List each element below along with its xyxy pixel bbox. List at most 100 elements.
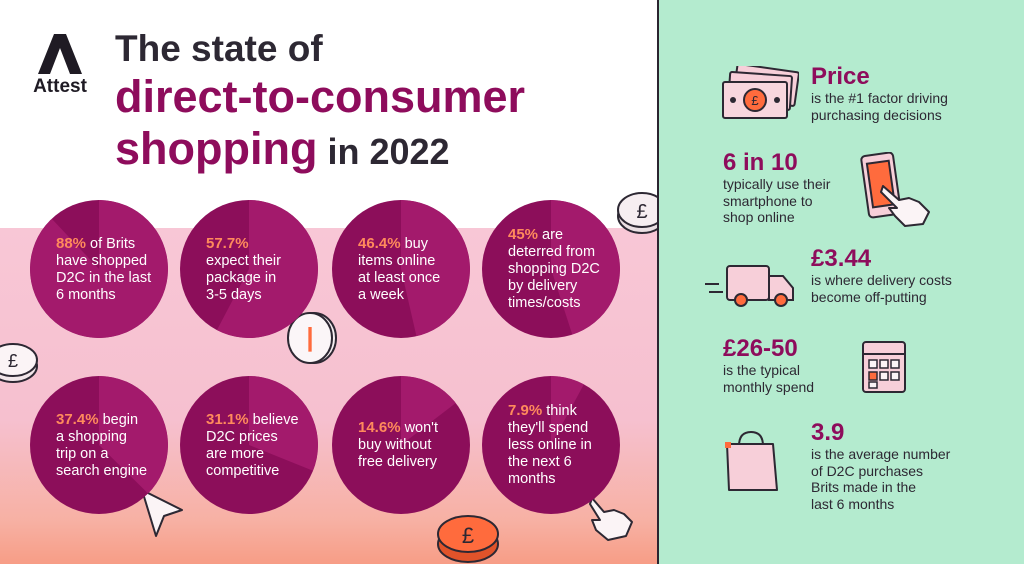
- fact-item: 6 in 10 typically use their smartphone to s…: [723, 150, 830, 226]
- title-year: in 2022: [317, 131, 450, 172]
- stat-line: free delivery: [358, 454, 437, 470]
- stat-pie-slice: [30, 200, 168, 338]
- stat-line: 6 months: [56, 286, 116, 303]
- cursor-arrow-icon: [136, 488, 188, 547]
- attest-logo: Attest: [28, 34, 92, 98]
- page-title: The state of direct-to-consumer shopping…: [115, 26, 525, 179]
- stat-text: 7.9% think they'll spend less online in the…: [482, 376, 620, 514]
- fact-line: Brits made in the: [811, 479, 917, 495]
- stat-line: 3-5 days: [206, 286, 262, 303]
- stat-pie-slice: [401, 200, 470, 337]
- stat-text: 37.4% begin a shopping trip on a search eng…: [30, 376, 168, 514]
- stat-pie-slice: [551, 200, 620, 335]
- stat-line: items online: [358, 252, 436, 269]
- stat-circle: 37.4% begin a shopping trip on a search eng…: [30, 376, 168, 514]
- stat-circle: 14.6% won't buy without free delivery: [332, 376, 470, 514]
- stat-line: a week: [358, 286, 404, 303]
- stat-line: D2C prices: [206, 428, 278, 445]
- stat-line: they'll spend: [508, 420, 589, 436]
- stat-line: months: [508, 471, 556, 487]
- stat-pie-slice: [249, 376, 318, 471]
- stat-line: times/costs: [508, 295, 581, 311]
- stat-circle: 45% are deterred from shopping D2C by deliv…: [482, 200, 620, 338]
- stat-circle: 46.4% buy items online at least once a week: [332, 200, 470, 338]
- stat-text: 57.7% expect their package in 3-5 days: [180, 200, 318, 338]
- fact-line: is where delivery costs: [811, 272, 952, 288]
- stat-first-line: 57.7%: [206, 235, 308, 253]
- stat-line: shopping D2C: [508, 261, 600, 277]
- stat-text: 46.4% buy items online at least once a week: [332, 200, 470, 338]
- stat-value: 45%: [508, 226, 539, 243]
- stat-line: have shopped: [56, 252, 148, 269]
- fact-line: purchasing decisions: [811, 106, 942, 123]
- stat-value-suffix: won't: [400, 420, 438, 436]
- fact-item: £3.44 is where delivery costs become off-p…: [811, 246, 952, 305]
- title-line-3-main: shopping: [115, 123, 318, 174]
- stat-value: 88%: [56, 234, 87, 252]
- stat-line: are more: [206, 445, 265, 462]
- stat-value-suffix: believe: [248, 411, 299, 428]
- stat-value-suffix: buy: [400, 235, 428, 252]
- banknote-symbol: £: [751, 93, 759, 108]
- title-line-1: The state of: [115, 28, 323, 69]
- left-panel: Attest The state of direct-to-consumer s…: [0, 0, 658, 564]
- stat-line: package in: [206, 269, 277, 286]
- fact-item: 3.9 is the average number of D2C purchases…: [811, 420, 950, 512]
- stat-line: by delivery: [508, 278, 578, 294]
- stat-value: 14.6%: [358, 419, 401, 436]
- stat-pie: [99, 376, 168, 494]
- right-panel: £: [659, 0, 1024, 564]
- fact-headline: £3.44: [811, 245, 872, 272]
- stat-text: 88% of Brits have shopped D2C in the last 6…: [30, 200, 168, 338]
- stat-pie-slice: [99, 376, 168, 494]
- fact-item: Price is the #1 factor driving purchasing …: [811, 64, 948, 123]
- stat-value-suffix: think: [542, 403, 577, 419]
- stat-pie-slice: [216, 200, 318, 338]
- coin-icon: £: [612, 188, 658, 241]
- fact-headline: 6 in 10: [723, 149, 798, 176]
- stat-first-line: 45% are: [508, 226, 610, 244]
- stat-value: 46.4%: [358, 234, 401, 252]
- fact-line: last 6 months: [811, 495, 895, 512]
- stat-value: 7.9%: [508, 402, 543, 419]
- stat-line: at least once: [358, 269, 441, 286]
- fact-line: monthly spend: [723, 378, 815, 395]
- stat-pie: [551, 200, 620, 335]
- stat-text: 14.6% won't buy without free delivery: [332, 376, 470, 514]
- stat-first-line: 7.9% think: [508, 402, 610, 420]
- stat-pie: [401, 200, 470, 337]
- stat-first-line: 14.6% won't: [358, 419, 460, 437]
- stat-line: a shopping: [56, 428, 127, 445]
- stat-line: competitive: [206, 462, 280, 479]
- stat-circle: 31.1% believe D2C prices are more competiti…: [180, 376, 318, 514]
- stat-pie: [551, 376, 584, 445]
- coin-edge-symbol: |: [306, 322, 313, 352]
- stat-value: 37.4%: [56, 410, 99, 428]
- fact-line: is the #1 factor driving: [811, 90, 948, 106]
- panel-divider: [657, 0, 659, 564]
- fact-headline: Price: [811, 63, 870, 90]
- stat-line: less online in: [508, 437, 592, 453]
- stat-pie: [216, 200, 318, 338]
- fact-line: of D2C purchases: [811, 462, 924, 479]
- fact-line: is the typical: [723, 362, 801, 378]
- coin-symbol: £: [8, 351, 18, 371]
- coin-icon: £: [434, 508, 502, 564]
- stat-line: D2C in the last: [56, 269, 152, 286]
- fact-line: shop online: [723, 209, 795, 225]
- stat-line: deterred from: [508, 244, 596, 260]
- stat-value-suffix: are: [538, 227, 564, 243]
- fact-line: typically use their: [723, 176, 831, 192]
- stat-value-suffix: of Brits: [86, 235, 136, 252]
- fact-headline: 3.9: [811, 419, 845, 446]
- coin-symbol: £: [636, 201, 647, 223]
- stat-line: trip on a: [56, 445, 109, 462]
- stat-text: 45% are deterred from shopping D2C by deliv…: [482, 200, 620, 338]
- stat-text: 31.1% believe D2C prices are more competiti…: [180, 376, 318, 514]
- fact-line: is the average number: [811, 446, 951, 462]
- stat-value: 31.1%: [206, 410, 249, 428]
- fact-line: smartphone to: [723, 192, 813, 209]
- stat-first-line: 46.4% buy: [358, 235, 460, 253]
- banknotes-icon: £: [721, 63, 800, 125]
- fact-headline: £26-50: [723, 335, 798, 362]
